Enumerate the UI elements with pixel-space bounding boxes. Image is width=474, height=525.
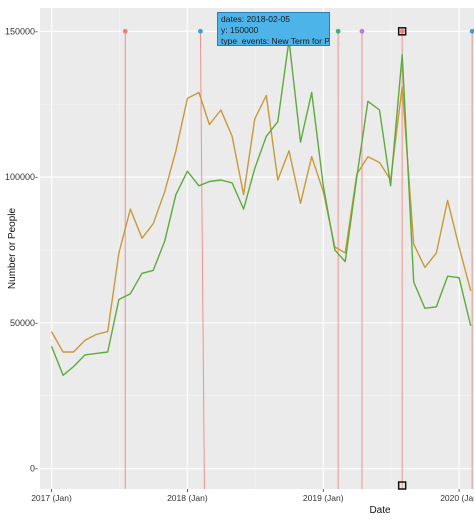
event-point [469,28,474,34]
event-point [198,28,203,34]
y-tick-label: 0- [30,464,38,474]
x-tick-label: 2019 (Jan) [303,493,344,503]
tooltip-type: type_events: New Term for PEP [221,36,330,46]
event-point [359,28,365,34]
event-markers [122,27,474,490]
event-point [399,28,405,34]
plot-panel [40,8,474,489]
event-line [199,31,205,490]
series-group [50,39,472,376]
x-tick-label: 2020 (Jan [440,493,474,503]
x-tick-label: 2017 (Jan) [31,493,72,503]
x-tick-label: 2018 (Jan) [167,493,208,503]
hover-tooltip: dates: 2018-02-05 y: 150000 type_events:… [217,12,330,46]
y-tick-label: 50000- [10,318,38,328]
series-line-1 [50,85,472,353]
event-point [122,28,128,34]
y-axis-label: Number or People [7,207,18,289]
selection-handle-bottom [397,481,407,490]
y-tick-label: 150000- [5,26,38,36]
event-point [335,28,341,34]
tooltip-dates: dates: 2018-02-05 [221,14,290,24]
series-line-2 [50,39,472,376]
tooltip-y: y: 150000 [221,25,259,35]
selection-handle-top [397,27,407,36]
axes: 0- 50000- 100000- 150000- 2017 (Jan) 2018 (Ja… [5,26,474,516]
y-tick-label: 100000- [5,172,38,182]
x-axis-label: Date [369,505,391,516]
